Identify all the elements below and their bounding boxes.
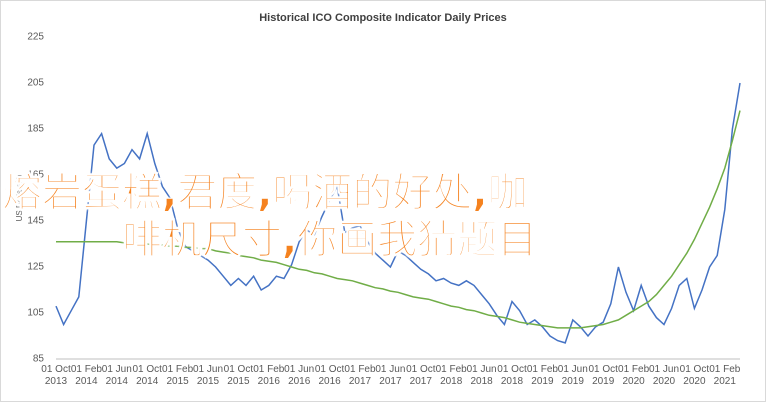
x-tick-label: 01 Oct 2014	[132, 364, 162, 387]
y-tick-label: 85	[33, 354, 45, 365]
x-tick-label: 01 Jun 2015	[192, 364, 224, 387]
x-tick-label: 01 Jun 2017	[375, 364, 406, 387]
x-tick-label: 01 Jun 2020	[648, 364, 680, 387]
y-tick-label: 105	[27, 308, 44, 319]
x-tick-label: 01 Jun 2016	[284, 364, 315, 387]
x-tick-label: 01 Jun 2018	[466, 364, 497, 387]
overlay-line: 啡机尺寸,你画我猜题目	[121, 217, 538, 264]
x-tick-label: 01 Jun 2014	[101, 364, 132, 387]
x-tick-label: 01 Feb 2017	[344, 364, 376, 387]
x-tick-label: 01 Feb 2016	[253, 364, 285, 387]
y-tick-label: 185	[27, 124, 44, 135]
x-tick-label: 01 Oct 2016	[314, 364, 345, 387]
x-tick-label: 01 Oct 2020	[679, 364, 710, 387]
overlay-line: 熔岩蛋糕,君度,喝酒的好处,咖	[2, 170, 529, 217]
x-tick-label: 01 Jun 2019	[557, 364, 588, 387]
series-line	[55, 82, 741, 344]
x-tick-label: 01 Oct 2013	[41, 364, 71, 387]
x-tick-label: 01 Feb 2015	[162, 364, 194, 387]
chart-title: Historical ICO Composite Indicator Daily…	[259, 12, 507, 24]
x-tick-label: 01 Feb 2014	[70, 364, 102, 387]
y-axis-label: US Dollars/lb	[15, 174, 24, 221]
x-tick-label: 01 Feb 2021	[709, 364, 741, 387]
y-tick-label: 225	[27, 32, 44, 43]
x-tick-label: 01 Oct 2019	[588, 364, 618, 387]
y-tick-label: 165	[27, 170, 44, 181]
y-tick-label: 205	[27, 78, 44, 89]
x-tick-label: 01 Oct 2015	[223, 364, 254, 387]
x-tick-label: 01 Feb 2020	[618, 364, 650, 387]
x-tick-label: 01 Feb 2018	[435, 364, 467, 387]
series-line	[56, 110, 741, 329]
y-tick-label: 145	[27, 216, 44, 227]
x-tick-label: 01 Oct 2017	[406, 364, 436, 387]
y-tick-label: 125	[27, 262, 44, 273]
x-tick-label: 01 Oct 2018	[497, 364, 527, 387]
x-tick-label: 01 Feb 2019	[526, 364, 558, 387]
